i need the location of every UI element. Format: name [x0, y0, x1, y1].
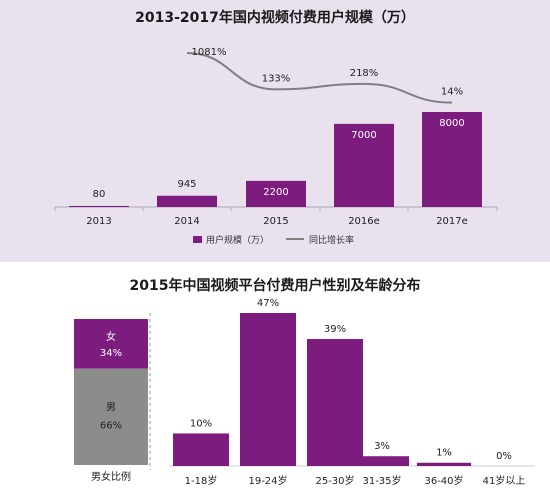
- legend-swatch-bar: [193, 236, 202, 243]
- age-bar-25-30岁: [307, 339, 363, 466]
- chart1-bar-label: 2200: [263, 187, 288, 198]
- chart1-growth-label: 133%: [262, 73, 291, 84]
- age-bar-label: 3%: [374, 441, 390, 452]
- chart2-title: 2015年中国视频平台付费用户性别及年龄分布: [130, 277, 421, 294]
- chart1-bar-label: 7000: [351, 130, 376, 141]
- age-x-tick-label: 19-24岁: [248, 474, 287, 487]
- age-x-tick-label: 31-35岁: [362, 474, 401, 487]
- gender-female-value: 34%: [100, 348, 122, 359]
- chart1-growth-label: 14%: [441, 87, 463, 98]
- age-bar-19-24岁: [240, 313, 296, 466]
- chart1-growth-label: 1081%: [192, 47, 227, 58]
- chart1-bar-2015: [246, 180, 306, 207]
- chart1-x-tick-label: 2014: [174, 216, 199, 227]
- age-bar-label: 1%: [436, 448, 452, 459]
- age-x-tick-label: 41岁以上: [483, 474, 526, 487]
- legend-label-line: 同比增长率: [309, 234, 354, 246]
- age-bar-1-18岁: [173, 433, 229, 466]
- gender-female-segment: [74, 319, 148, 369]
- chart1-bar-label: 80: [93, 189, 106, 200]
- chart1-growth-label: 218%: [350, 68, 379, 79]
- age-bar-label: 47%: [257, 298, 279, 309]
- chart1-x-tick-label: 2013: [86, 216, 111, 227]
- chart1-growth-line: [186, 52, 453, 104]
- age-x-tick-label: 1-18岁: [185, 474, 218, 487]
- chart1-title: 2013-2017年国内视频付费用户规模（万）: [135, 9, 415, 26]
- chart1-bar-2013: [69, 206, 129, 207]
- chart1-bar-2016e: [334, 123, 394, 207]
- chart1-x-tick-label: 2017e: [436, 216, 468, 227]
- chart1-bar-label: 945: [177, 179, 196, 190]
- age-bar-36-40岁: [417, 462, 471, 466]
- age-x-tick-label: 36-40岁: [424, 474, 463, 487]
- age-x-tick-label: 25-30岁: [315, 474, 354, 487]
- age-bar-31-35岁: [355, 456, 409, 466]
- gender-female-name: 女: [106, 330, 116, 343]
- legend-label-bar: 用户规模（万）: [206, 234, 269, 246]
- chart1-bar-2014: [157, 195, 217, 207]
- gender-axis-label: 男女比例: [91, 470, 131, 483]
- chart1-bar-label: 8000: [439, 118, 464, 129]
- age-bar-label: 0%: [496, 451, 512, 462]
- chart1-x-tick-label: 2015: [263, 216, 288, 227]
- gender-male-segment: [74, 368, 148, 465]
- age-bar-label: 10%: [190, 418, 212, 429]
- chart1-x-tick-label: 2016e: [348, 216, 380, 227]
- gender-male-value: 66%: [100, 421, 122, 432]
- age-bar-label: 39%: [324, 324, 346, 335]
- gender-male-name: 男: [106, 402, 116, 414]
- chart1-bar-2017e: [422, 112, 482, 207]
